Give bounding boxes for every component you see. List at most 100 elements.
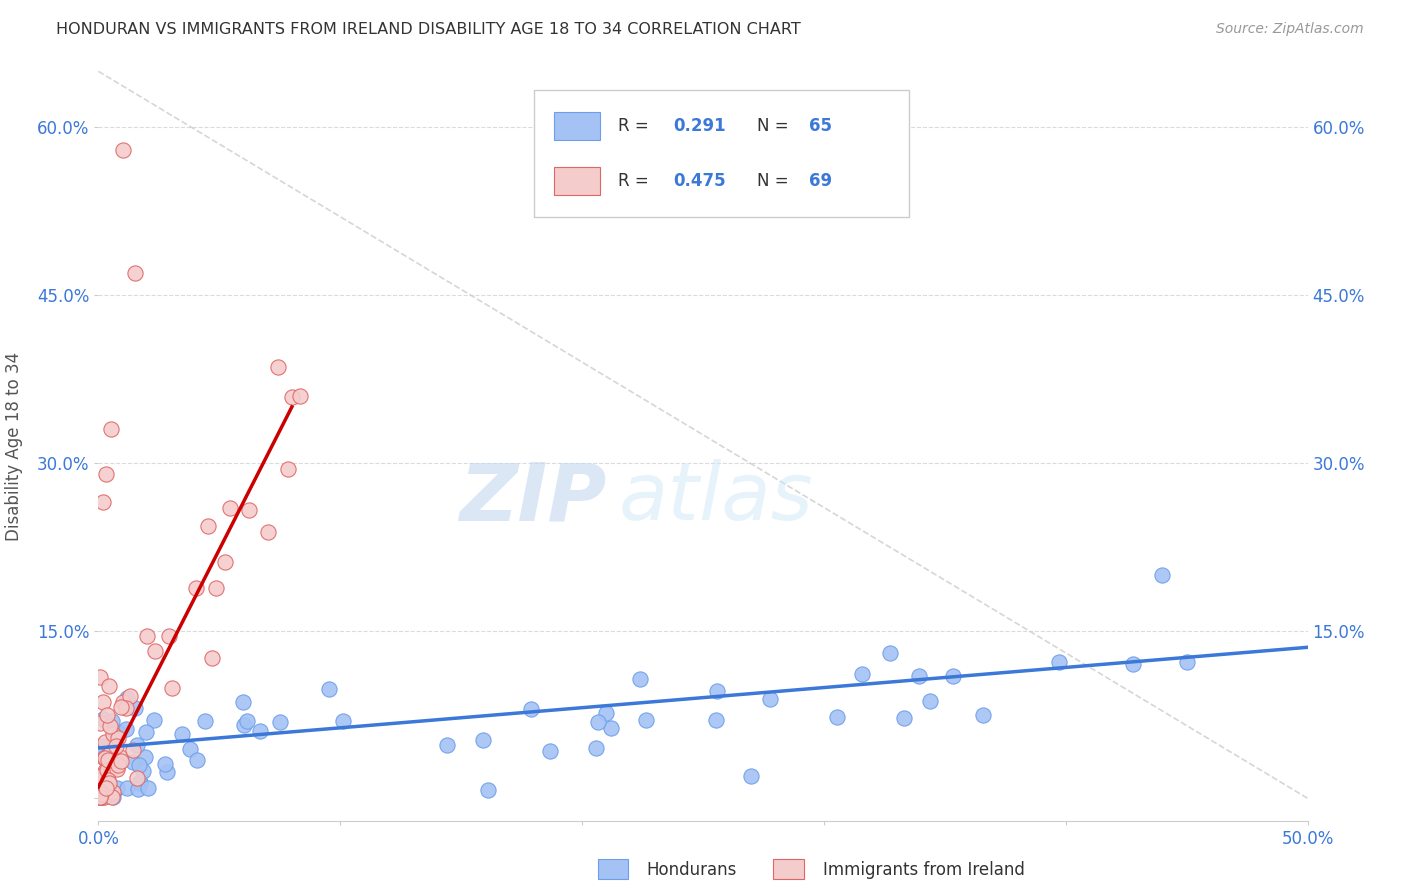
Point <box>100 745 122 759</box>
Point <box>91 790 114 805</box>
Point <box>101 714 124 729</box>
Text: atlas: atlas <box>619 459 813 538</box>
Point <box>115 701 138 715</box>
Point <box>100 422 122 436</box>
Point <box>471 733 494 747</box>
Point <box>94 467 117 481</box>
Point <box>706 684 728 698</box>
Point <box>89 790 111 805</box>
Point <box>101 790 124 805</box>
Point <box>129 774 152 789</box>
Point <box>520 702 543 716</box>
Point <box>172 727 194 741</box>
Point <box>94 735 117 749</box>
Point <box>91 495 114 509</box>
Point <box>138 780 160 795</box>
Text: R =: R = <box>619 172 654 190</box>
Point <box>205 581 228 595</box>
Text: N =: N = <box>758 117 794 135</box>
Point <box>436 738 458 752</box>
Point <box>232 695 254 709</box>
Point <box>105 739 128 754</box>
Point <box>124 266 146 280</box>
Point <box>91 773 114 788</box>
Point <box>162 681 184 695</box>
Point <box>256 524 278 539</box>
Point <box>122 743 145 757</box>
Point <box>107 758 129 772</box>
Point <box>89 790 111 805</box>
Point <box>219 500 242 515</box>
Point <box>893 710 915 724</box>
Point <box>124 701 146 715</box>
FancyBboxPatch shape <box>534 90 908 218</box>
Point <box>111 695 134 709</box>
Point <box>184 581 207 595</box>
Text: N =: N = <box>758 172 794 190</box>
Point <box>110 754 132 768</box>
Point <box>100 762 122 776</box>
Point <box>94 764 117 778</box>
Point <box>108 750 131 764</box>
Point <box>851 667 873 681</box>
Point <box>107 731 129 746</box>
Point <box>1175 655 1198 669</box>
Point <box>704 713 727 727</box>
Point <box>120 689 142 703</box>
Point <box>132 764 155 778</box>
Point <box>332 714 354 728</box>
Point <box>91 747 114 762</box>
Point <box>110 700 132 714</box>
Point <box>143 644 166 658</box>
Point <box>97 679 120 693</box>
Text: Hondurans: Hondurans <box>647 861 737 879</box>
Text: R =: R = <box>619 117 654 135</box>
FancyBboxPatch shape <box>554 112 600 140</box>
Text: HONDURAN VS IMMIGRANTS FROM IRELAND DISABILITY AGE 18 TO 34 CORRELATION CHART: HONDURAN VS IMMIGRANTS FROM IRELAND DISA… <box>56 22 801 37</box>
Point <box>179 742 201 756</box>
Point <box>134 750 156 764</box>
Point <box>142 713 165 727</box>
Point <box>129 775 152 789</box>
Point <box>585 741 607 756</box>
Text: 0.291: 0.291 <box>672 117 725 135</box>
Point <box>628 672 651 686</box>
Point <box>595 706 617 720</box>
Point <box>108 726 131 740</box>
Point <box>277 462 299 476</box>
Point <box>135 629 157 643</box>
Text: 69: 69 <box>810 172 832 190</box>
Point <box>115 690 138 705</box>
Point <box>117 781 139 796</box>
Point <box>238 502 260 516</box>
Point <box>972 707 994 722</box>
Point <box>103 727 125 741</box>
Text: 0.475: 0.475 <box>672 172 725 190</box>
Point <box>918 694 941 708</box>
Point <box>103 756 125 770</box>
Point <box>89 715 111 730</box>
Point <box>98 719 121 733</box>
Point <box>232 717 254 731</box>
Point <box>1047 655 1070 669</box>
Point <box>90 739 112 754</box>
Point <box>281 390 304 404</box>
Point <box>115 722 138 736</box>
Point <box>127 772 149 786</box>
Point <box>96 707 118 722</box>
Point <box>125 738 148 752</box>
Point <box>111 143 134 157</box>
Point <box>740 769 762 783</box>
Point <box>194 714 217 728</box>
Point <box>155 756 177 771</box>
Text: ZIP: ZIP <box>458 459 606 538</box>
Point <box>91 695 114 709</box>
Point <box>96 780 118 795</box>
Text: Source: ZipAtlas.com: Source: ZipAtlas.com <box>1216 22 1364 37</box>
Text: Immigrants from Ireland: Immigrants from Ireland <box>823 861 1025 879</box>
Point <box>266 360 288 375</box>
Point <box>201 650 224 665</box>
Point <box>96 752 118 766</box>
Point <box>879 646 901 660</box>
Point <box>159 629 181 643</box>
